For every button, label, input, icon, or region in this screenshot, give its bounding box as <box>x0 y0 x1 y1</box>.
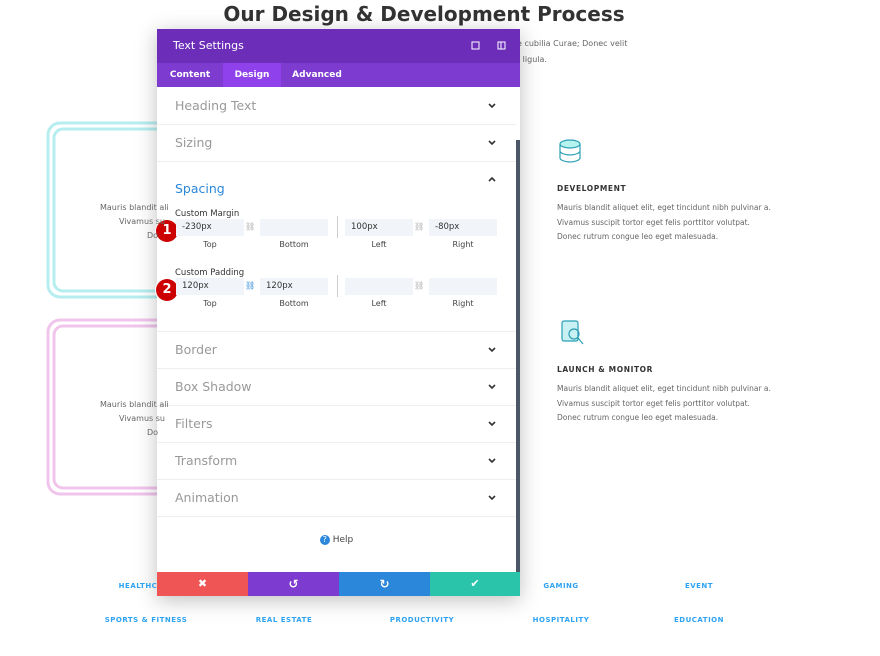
section-row[interactable]: Filters <box>157 405 516 443</box>
section-label: Box Shadow <box>175 379 252 394</box>
feature-text: Mauris blandit aliquet elit, eget tincid… <box>557 203 771 212</box>
feature-text: Vivamus suscipit tortor eget felis portt… <box>557 398 750 408</box>
section-label: Animation <box>175 490 239 505</box>
divider <box>337 216 338 238</box>
chevron <box>488 384 496 390</box>
chevron <box>488 140 496 146</box>
chevron <box>488 176 496 182</box>
link-icon[interactable]: ⛓ <box>245 281 256 290</box>
category-link[interactable]: EDUCATION <box>674 616 724 624</box>
text-input[interactable]: 120px <box>176 278 244 295</box>
group-label: Custom Padding <box>175 268 245 278</box>
text-input[interactable]: -230px <box>176 219 244 236</box>
section-row[interactable]: Box Shadow <box>157 368 516 406</box>
field-label: Top <box>203 240 217 249</box>
modal-header: Text Settings <box>157 29 520 63</box>
modal-body: Heading Text Sizing Spacing Custom Margin 1-… <box>156 87 520 572</box>
category-link[interactable]: GAMING <box>543 582 579 590</box>
category-link[interactable]: REAL ESTATE <box>255 616 313 624</box>
feature-text: Donec rutrum congue leo eget malesuada. <box>557 413 719 422</box>
text-input[interactable]: 100px <box>345 219 413 236</box>
text-input[interactable]: 120px <box>260 278 328 295</box>
field-label: Right <box>452 240 474 249</box>
chevron <box>488 458 496 464</box>
field-label: Left <box>371 299 387 308</box>
chevron <box>488 421 496 427</box>
text-input[interactable]: -80px <box>429 219 497 236</box>
section-label: Filters <box>175 416 213 431</box>
section-label: Sizing <box>175 135 213 150</box>
tab[interactable]: Advanced <box>292 70 342 80</box>
field-label: Bottom <box>279 240 309 249</box>
section-label: Transform <box>175 453 238 468</box>
group-label: Custom Margin <box>175 209 240 219</box>
text-input[interactable] <box>260 219 328 236</box>
chevron <box>488 347 496 353</box>
modal-title: Text Settings <box>173 39 244 52</box>
category-link[interactable]: SPORTS & FITNESS <box>104 616 188 624</box>
divider <box>337 275 338 297</box>
card-text: Vivamus su <box>119 217 165 226</box>
help-icon: ? <box>319 535 330 545</box>
section-row[interactable]: Border <box>157 331 516 369</box>
section-row[interactable]: Sizing <box>157 124 516 162</box>
save-button[interactable]: ✔ <box>430 572 520 596</box>
field-label: Left <box>371 240 387 249</box>
field-label: Top <box>203 299 217 308</box>
help-link[interactable]: ? Help <box>157 535 516 545</box>
chevron <box>488 103 496 109</box>
tab-bar: Content Design Advanced <box>157 63 520 87</box>
field-label: Bottom <box>279 299 309 308</box>
category-link[interactable]: PRODUCTIVITY <box>389 616 455 624</box>
link-icon[interactable]: ⛓ <box>414 222 425 231</box>
section-label: Border <box>175 342 217 357</box>
cancel-button[interactable]: ✖ <box>157 572 248 596</box>
feature-text: Mauris blandit aliquet elit, eget tincid… <box>557 384 771 393</box>
card-text: Do <box>147 231 159 240</box>
redo-button[interactable]: ↻ <box>339 572 430 596</box>
text-input[interactable] <box>429 278 497 295</box>
help-text: Help <box>332 535 354 545</box>
intro-line: e cubilia Curae; Donec velit <box>517 39 628 48</box>
step-badge: 1 <box>156 220 178 242</box>
category-link[interactable]: HOSPITALITY <box>532 616 590 624</box>
tab[interactable]: Design <box>223 63 281 87</box>
section-label: Heading Text <box>175 98 257 113</box>
header-icons[interactable] <box>471 41 511 51</box>
step-badge: 2 <box>156 279 178 301</box>
feature-title: LAUNCH & MONITOR <box>557 365 654 374</box>
feature-title: DEVELOPMENT <box>557 184 627 193</box>
link-icon[interactable]: ⛓ <box>245 222 256 231</box>
feature-text: Donec rutrum congue leo eget malesuada. <box>557 232 719 241</box>
feature-text: Vivamus suscipit tortor eget felis portt… <box>557 217 750 227</box>
scrollbar[interactable] <box>516 140 520 572</box>
category-link[interactable]: EVENT <box>684 582 714 590</box>
undo-button[interactable]: ↺ <box>248 572 339 596</box>
card-text: Mauris blandit ali <box>100 203 169 212</box>
card-text: Vivamus su <box>119 414 165 423</box>
category-link[interactable]: HEALTHC <box>118 582 158 590</box>
section-row[interactable]: Animation <box>157 479 516 517</box>
link-icon[interactable]: ⛓ <box>414 281 425 290</box>
settings-modal: Text Settings Content Design Advanced Head… <box>156 29 520 596</box>
chevron <box>488 495 496 501</box>
card-text: Do <box>147 428 159 437</box>
section-row[interactable]: Spacing Custom Margin 1 -230px Top Bottom 100p… <box>156 161 516 332</box>
intro-line: t ligula. <box>517 55 547 64</box>
card-text: Mauris blandit ali <box>100 400 169 409</box>
section-row[interactable]: Transform <box>157 442 516 480</box>
field-label: Right <box>452 299 474 308</box>
page-title: Our Design & Development Process <box>223 2 625 26</box>
section-label: Spacing <box>175 181 225 196</box>
tab[interactable]: Content <box>169 70 211 80</box>
section-row[interactable]: Heading Text <box>157 87 516 125</box>
text-input[interactable] <box>345 278 413 295</box>
